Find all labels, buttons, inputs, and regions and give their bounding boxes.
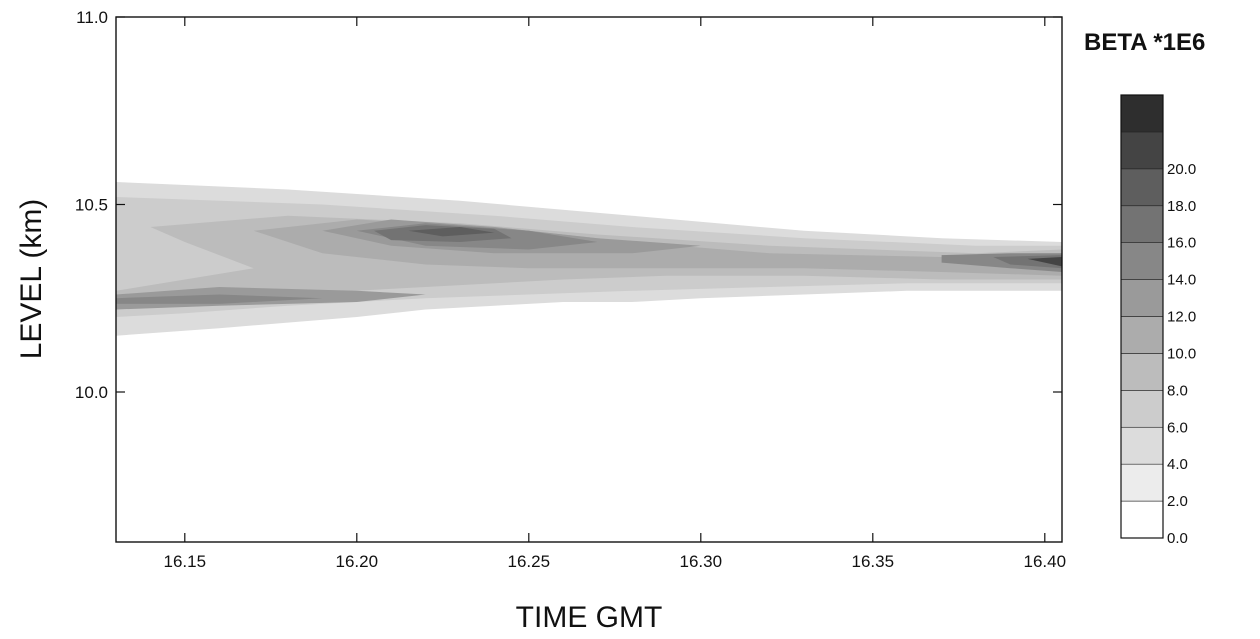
y-tick-label-11.0: 11.0 (76, 8, 108, 27)
colorbar-segment-11 (1120, 94, 1164, 133)
y-tick-label-10.5: 10.5 (75, 196, 108, 215)
colorbar-segment-7 (1120, 242, 1164, 280)
contour-layer-11 (408, 227, 495, 237)
contour-layer-7 (116, 294, 323, 304)
colorbar: 0.0 2.0 4.0 6.0 8.0 10.0 12.0 14.0 16.0 18.0 20.0 (1120, 94, 1196, 547)
x-tick-label-16.15: 16.15 (164, 552, 207, 571)
colorbar-segment-0 (1120, 500, 1164, 539)
x-tick-label-16.20: 16.20 (336, 552, 379, 571)
colorbar-segment-6 (1120, 279, 1164, 317)
y-axis: 11.0 10.5 10.0 (75, 8, 1062, 402)
x-tick-label-16.25: 16.25 (508, 552, 551, 571)
colorbar-label-2: 4.0 (1167, 456, 1188, 473)
contour-layer-12 (1027, 257, 1062, 267)
colorbar-segment-9 (1120, 168, 1164, 207)
colorbar-frame (1120, 94, 1164, 539)
x-tick-label-16.40: 16.40 (1024, 552, 1067, 571)
colorbar-label-10: 20.0 (1167, 161, 1196, 178)
colorbar-label-3: 6.0 (1167, 419, 1188, 436)
x-tick-label-16.30: 16.30 (680, 552, 723, 571)
colorbar-segment-5 (1120, 316, 1164, 354)
colorbar-segment-10 (1120, 131, 1164, 170)
colorbar-label-8: 16.0 (1167, 235, 1196, 252)
colorbar-label-4: 8.0 (1167, 382, 1188, 399)
plot-frame (115, 16, 1063, 543)
colorbar-segment-1 (1120, 463, 1164, 502)
x-tick-label-16.35: 16.35 (852, 552, 895, 571)
colorbar-label-7: 14.0 (1167, 272, 1196, 289)
colorbar-label-5: 10.0 (1167, 345, 1196, 362)
x-axis: 16.15 16.20 16.25 16.30 16.35 16.40 (164, 17, 1067, 571)
colorbar-label-6: 12.0 (1167, 309, 1196, 326)
y-tick-label-10.0: 10.0 (75, 383, 108, 402)
contour-layers (116, 182, 1063, 336)
colorbar-title: BETA *1E6 (1084, 29, 1205, 56)
colorbar-label-0: 0.0 (1167, 530, 1188, 547)
colorbar-segment-8 (1120, 205, 1164, 243)
colorbar-label-9: 18.0 (1167, 198, 1196, 215)
colorbar-segment-4 (1120, 353, 1164, 391)
colorbar-segment-3 (1120, 390, 1164, 428)
colorbar-segment-2 (1120, 426, 1164, 465)
x-axis-title: TIME GMT (516, 601, 663, 634)
y-axis-title: LEVEL (km) (15, 199, 48, 360)
colorbar-label-1: 2.0 (1167, 493, 1188, 510)
